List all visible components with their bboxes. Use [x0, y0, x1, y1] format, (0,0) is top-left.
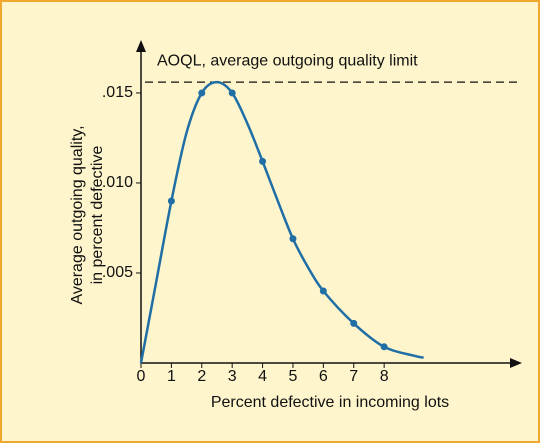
data-point [289, 235, 297, 243]
x-tick-label: 2 [197, 368, 206, 385]
data-point [167, 197, 175, 205]
data-point [228, 89, 236, 97]
y-axis-label: in percent defective [89, 146, 106, 285]
x-tick-label: 6 [319, 368, 328, 385]
data-point [259, 157, 267, 165]
y-tick-label: .015 [102, 84, 133, 101]
data-point [380, 343, 388, 351]
x-tick-label: 7 [349, 368, 358, 385]
x-tick-label: 0 [137, 368, 146, 385]
x-tick-label: 5 [289, 368, 298, 385]
aoql-label: AOQL, average outgoing quality limit [157, 52, 418, 69]
y-axis-arrow [136, 40, 146, 52]
x-tick-label: 8 [380, 368, 389, 385]
curve [139, 80, 424, 364]
data-point [319, 287, 327, 295]
y-tick-label: .005 [102, 264, 133, 281]
y-axis-label: Average outgoing quality, [69, 125, 86, 304]
x-tick-label: 4 [258, 368, 267, 385]
x-axis-label: Percent defective in incoming lots [211, 394, 449, 411]
data-point [198, 89, 206, 97]
x-axis-arrow [510, 358, 522, 368]
data-point [350, 319, 358, 327]
x-tick-label: 1 [167, 368, 176, 385]
y-tick-label: .010 [102, 174, 133, 191]
x-tick-label: 3 [228, 368, 237, 385]
